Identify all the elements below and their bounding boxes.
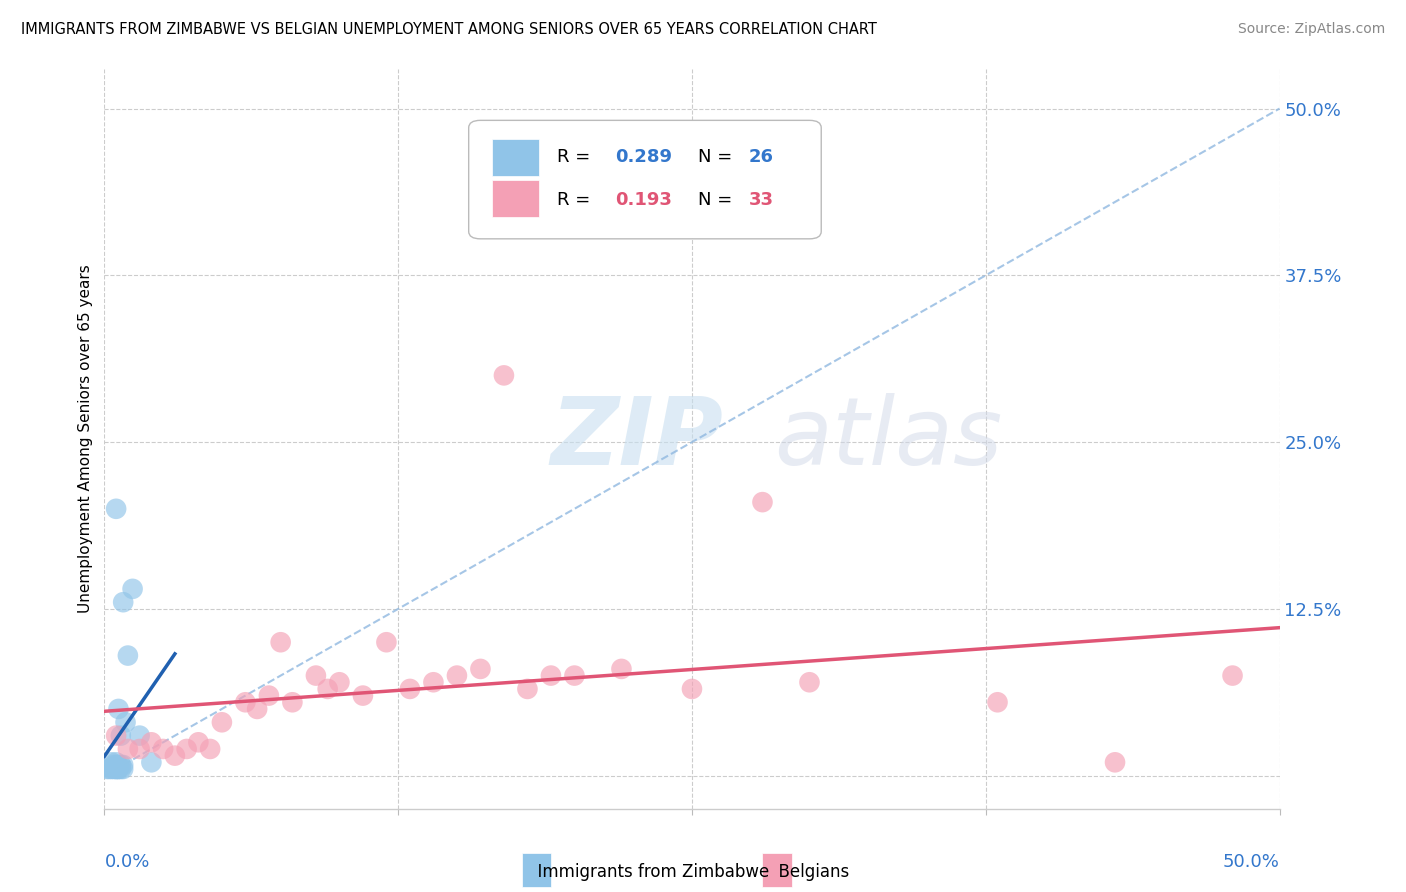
Point <box>540 668 562 682</box>
Point <box>198 742 221 756</box>
Point <box>105 729 128 743</box>
FancyBboxPatch shape <box>522 854 551 887</box>
Point <box>328 675 350 690</box>
Point <box>128 742 150 756</box>
Point <box>107 762 129 776</box>
Point <box>316 681 339 696</box>
Point <box>446 668 468 682</box>
Point <box>564 668 586 682</box>
Text: 0.0%: 0.0% <box>104 854 150 871</box>
Point <box>110 729 132 743</box>
Text: 26: 26 <box>748 148 773 167</box>
Point <box>100 756 122 770</box>
Point <box>112 595 135 609</box>
Text: 0.289: 0.289 <box>616 148 672 167</box>
Point <box>105 758 128 772</box>
Point <box>176 742 198 756</box>
Text: R =: R = <box>557 191 596 210</box>
Point <box>105 762 128 776</box>
Point <box>270 635 292 649</box>
FancyBboxPatch shape <box>468 120 821 239</box>
Point <box>128 729 150 743</box>
Point <box>799 675 821 690</box>
FancyBboxPatch shape <box>492 179 538 217</box>
Point <box>246 702 269 716</box>
Text: Source: ZipAtlas.com: Source: ZipAtlas.com <box>1237 22 1385 37</box>
Point <box>257 689 280 703</box>
Point <box>986 695 1008 709</box>
Point <box>112 762 135 776</box>
Text: 0.193: 0.193 <box>616 191 672 210</box>
Point <box>110 758 132 772</box>
Point <box>117 648 139 663</box>
Point <box>187 735 209 749</box>
Point <box>152 742 174 756</box>
Point <box>470 662 492 676</box>
Point <box>1104 756 1126 770</box>
Point <box>107 762 129 776</box>
Point <box>492 368 515 383</box>
Text: 50.0%: 50.0% <box>1223 854 1279 871</box>
Point <box>107 758 129 772</box>
Point <box>681 681 703 696</box>
Point <box>98 762 121 776</box>
Point <box>281 695 304 709</box>
Point <box>211 715 233 730</box>
Point <box>305 668 328 682</box>
FancyBboxPatch shape <box>762 854 792 887</box>
Text: Immigrants from Zimbabwe: Immigrants from Zimbabwe <box>527 863 769 881</box>
Text: 33: 33 <box>748 191 773 210</box>
Point <box>352 689 374 703</box>
Point <box>1222 668 1244 682</box>
Point <box>375 635 398 649</box>
Text: IMMIGRANTS FROM ZIMBABWE VS BELGIAN UNEMPLOYMENT AMONG SENIORS OVER 65 YEARS COR: IMMIGRANTS FROM ZIMBABWE VS BELGIAN UNEM… <box>21 22 877 37</box>
Point <box>121 582 143 596</box>
Point <box>105 501 128 516</box>
Point <box>141 756 163 770</box>
Y-axis label: Unemployment Among Seniors over 65 years: Unemployment Among Seniors over 65 years <box>79 264 93 613</box>
Point <box>163 748 186 763</box>
Point <box>110 762 132 776</box>
Text: ZIP: ZIP <box>551 392 724 484</box>
Point <box>399 681 422 696</box>
Point <box>516 681 538 696</box>
Point <box>105 756 128 770</box>
Point <box>107 702 129 716</box>
Point <box>751 495 773 509</box>
Text: atlas: atlas <box>775 393 1002 484</box>
Text: N =: N = <box>697 148 738 167</box>
Point <box>610 662 633 676</box>
Text: R =: R = <box>557 148 596 167</box>
FancyBboxPatch shape <box>492 139 538 176</box>
Point <box>235 695 257 709</box>
Point <box>422 675 444 690</box>
Text: N =: N = <box>697 191 738 210</box>
Text: Belgians: Belgians <box>768 863 849 881</box>
Point <box>103 758 125 772</box>
Point <box>112 758 135 772</box>
Point <box>105 762 128 776</box>
Point <box>96 762 118 776</box>
Point <box>117 742 139 756</box>
Point <box>141 735 163 749</box>
Point <box>114 715 136 730</box>
Point <box>103 762 125 776</box>
Point <box>100 762 122 776</box>
